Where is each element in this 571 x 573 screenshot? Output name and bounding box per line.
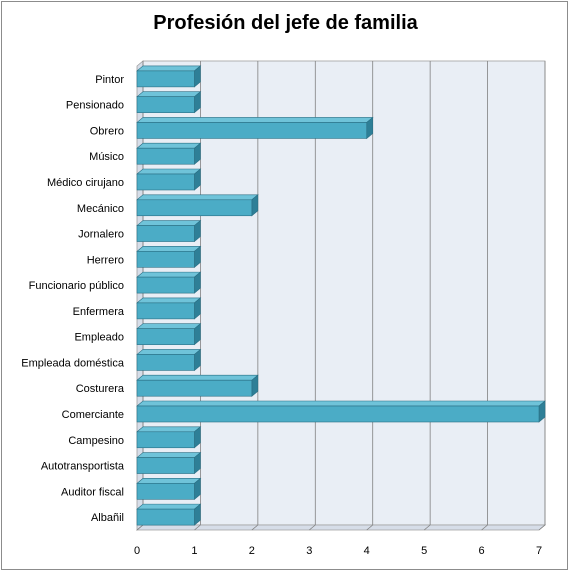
bar-top — [136, 194, 259, 201]
bar-top — [136, 168, 202, 175]
bar-front — [136, 173, 195, 191]
category-label: Mecánico — [77, 203, 124, 215]
bar-front — [136, 405, 540, 423]
bar-front — [136, 379, 253, 397]
bar-top — [136, 297, 202, 304]
bar-front — [136, 199, 253, 217]
x-tick-label: 5 — [421, 545, 427, 557]
bar-top — [136, 271, 202, 278]
category-label: Herrero — [87, 254, 124, 266]
category-label: Comerciante — [62, 409, 124, 421]
bar-front — [136, 431, 195, 449]
x-tick-label: 6 — [479, 545, 485, 557]
category-label: Músico — [89, 151, 124, 163]
bar-top — [136, 220, 202, 226]
bar-front — [136, 225, 195, 242]
bar-top — [136, 91, 202, 97]
gridline-floor — [538, 524, 546, 531]
bar-top — [136, 65, 202, 72]
bar-top — [136, 478, 202, 484]
bar-front — [136, 70, 195, 88]
gridline-floor — [194, 524, 201, 531]
category-label: Campesino — [68, 435, 124, 447]
plot-floor — [135, 524, 547, 531]
bar — [136, 65, 202, 88]
bar-front — [136, 457, 195, 474]
bar-front — [136, 147, 195, 165]
bar — [136, 116, 374, 140]
bar-front — [136, 328, 195, 345]
bar — [136, 400, 546, 423]
gridline-floor — [481, 524, 488, 531]
bar — [136, 477, 202, 500]
bar-front — [136, 302, 195, 320]
category-label: Obrero — [90, 125, 124, 137]
bar-top — [136, 142, 202, 149]
category-label: Autotransportista — [41, 461, 125, 473]
bar-front — [136, 483, 195, 500]
x-tick-label: 4 — [364, 545, 370, 557]
bar-top — [136, 117, 374, 123]
bar — [136, 91, 202, 114]
bar — [136, 323, 202, 346]
chart-title: Profesión del jefe de familia — [153, 12, 418, 34]
category-label: Empleada doméstica — [21, 357, 125, 369]
category-labels: Pintor Pensionado Obrero Músico Médico ciruj… — [21, 74, 125, 524]
category-label: Jornalero — [78, 229, 124, 241]
bar-front — [136, 96, 195, 113]
category-label: Enfermera — [73, 306, 125, 318]
bar-front — [136, 276, 195, 294]
category-label: Funcionario público — [29, 280, 124, 292]
bar-top — [136, 400, 546, 407]
gridline-floor — [136, 524, 144, 531]
x-tick-label: 1 — [191, 545, 197, 557]
bar-top — [136, 452, 202, 458]
bar — [136, 374, 259, 397]
x-tick-label: 7 — [536, 545, 542, 557]
gridline-floor — [423, 524, 431, 531]
bar-top — [136, 503, 202, 510]
bar-top — [136, 323, 202, 329]
bar — [136, 142, 202, 165]
x-tick-label: 2 — [249, 545, 255, 557]
category-label: Albañil — [91, 512, 124, 524]
x-tick-label: 3 — [306, 545, 312, 557]
category-label: Costurera — [76, 383, 125, 395]
bar — [136, 245, 202, 268]
x-tick-label: 0 — [134, 545, 140, 557]
category-label: Médico cirujano — [47, 177, 124, 189]
bar — [136, 348, 202, 372]
bar-front — [136, 122, 368, 139]
bar-front — [136, 508, 195, 526]
gridline-floor — [366, 524, 373, 531]
bar-top — [136, 349, 202, 355]
bar-front — [136, 354, 195, 371]
category-label: Auditor fiscal — [61, 486, 124, 498]
bar-top — [136, 374, 259, 381]
bars — [136, 65, 546, 526]
bar-top — [136, 426, 202, 433]
bar — [136, 451, 202, 475]
bar-top — [136, 246, 202, 252]
gridline-floor — [251, 524, 259, 531]
x-axis-ticks: 0 1 2 3 4 5 6 7 — [134, 545, 542, 557]
bar — [136, 426, 202, 449]
bar — [136, 219, 202, 243]
category-label: Pintor — [95, 74, 124, 86]
bar — [136, 168, 202, 191]
bar — [136, 503, 202, 526]
bar — [136, 297, 202, 320]
bar — [136, 271, 202, 294]
bar — [136, 194, 259, 217]
category-label: Pensionado — [66, 100, 124, 112]
bar-front — [136, 251, 195, 268]
gridline-floor — [309, 524, 316, 531]
category-label: Empleado — [74, 332, 124, 344]
